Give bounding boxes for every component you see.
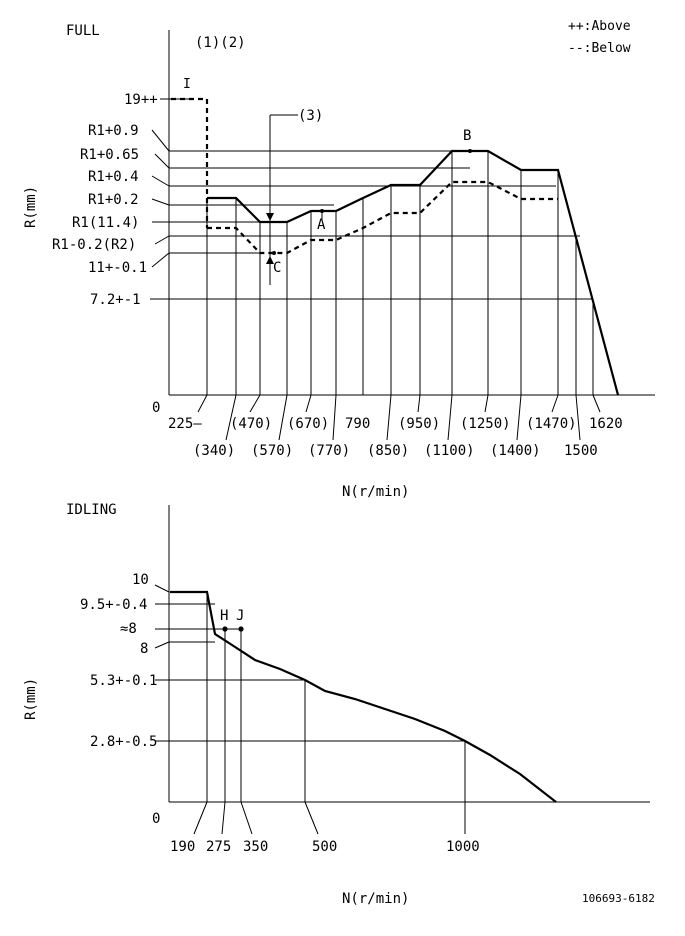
- svg-text:(1100): (1100): [424, 443, 475, 459]
- idling-origin: 0: [152, 811, 160, 827]
- svg-text:(950): (950): [398, 416, 440, 432]
- point-h-label: H: [220, 608, 228, 624]
- svg-text:R1+0.65: R1+0.65: [80, 147, 139, 163]
- full-tick-leaders: [197, 394, 601, 441]
- idling-y-axis-label: R(mm): [23, 678, 39, 720]
- point-c-arrow: [266, 256, 274, 264]
- svg-text:790: 790: [345, 416, 370, 432]
- svg-text:(1400): (1400): [490, 443, 541, 459]
- point-a-label: A: [317, 217, 326, 233]
- svg-text:350: 350: [243, 839, 268, 855]
- full-dashed-top-segment: [171, 97, 209, 228]
- svg-text:500: 500: [312, 839, 337, 855]
- full-marker-i: I: [183, 77, 191, 92]
- point-h-dot: [222, 626, 228, 632]
- svg-text:7.2+-1: 7.2+-1: [90, 292, 141, 308]
- callout3-arrow: [266, 213, 274, 221]
- svg-text:(770): (770): [308, 443, 350, 459]
- svg-text:225—: 225—: [168, 416, 202, 432]
- point-c-label: C: [273, 260, 281, 276]
- svg-text:190: 190: [170, 839, 195, 855]
- full-notes: (1)(2): [195, 35, 246, 51]
- idling-curve: [170, 590, 557, 803]
- svg-text:(1250): (1250): [460, 416, 511, 432]
- idling-x-labels: 190 275 350 500 1000: [170, 839, 480, 855]
- svg-text:9.5+-0.4: 9.5+-0.4: [80, 597, 147, 613]
- svg-text:R1(11.4): R1(11.4): [72, 215, 139, 231]
- point-c-dot: [272, 251, 276, 255]
- full-reference-lines: [169, 98, 593, 300]
- svg-text:11+-0.1: 11+-0.1: [88, 260, 147, 276]
- full-y-axis-label: R(mm): [23, 186, 39, 228]
- svg-text:1500: 1500: [564, 443, 598, 459]
- full-x-axis-label: N(r/min): [342, 484, 409, 500]
- full-origin: 0: [152, 400, 160, 416]
- idling-chart: IDLING 0: [23, 502, 650, 907]
- point-b-label: B: [463, 128, 471, 144]
- svg-text:1000: 1000: [446, 839, 480, 855]
- svg-text:R1+0.4: R1+0.4: [88, 169, 139, 185]
- svg-text:(340): (340): [193, 443, 235, 459]
- svg-text:R1+0.9: R1+0.9: [88, 123, 139, 139]
- svg-text:R1-0.2(R2): R1-0.2(R2): [52, 237, 136, 253]
- legend-below: --:Below: [568, 41, 631, 56]
- svg-text:(670): (670): [287, 416, 329, 432]
- svg-text:1620: 1620: [589, 416, 623, 432]
- full-y-labels: 19++ R1+0.9 R1+0.65 R1+0.4 R1+0.2 R1(11.…: [52, 92, 158, 308]
- svg-text:275: 275: [206, 839, 231, 855]
- svg-text:≈8: ≈8: [120, 621, 137, 637]
- svg-text:2.8+-0.5: 2.8+-0.5: [90, 734, 157, 750]
- legend-above: ++:Above: [568, 19, 631, 34]
- svg-text:(470): (470): [230, 416, 272, 432]
- svg-text:5.3+-0.1: 5.3+-0.1: [90, 673, 157, 689]
- idling-x-axis-label: N(r/min): [342, 891, 409, 907]
- svg-text:10: 10: [132, 572, 149, 588]
- drawing-number: 106693-6182: [582, 892, 655, 905]
- idling-vertical-lines: [206, 592, 466, 802]
- svg-text:R1+0.2: R1+0.2: [88, 192, 139, 208]
- svg-text:(1470): (1470): [526, 416, 577, 432]
- point-j-label: J: [236, 608, 244, 624]
- full-above-curve: [207, 149, 620, 396]
- idling-title: IDLING: [66, 502, 117, 518]
- idling-y-labels: 10 9.5+-0.4 ≈8 8 5.3+-0.1 2.8+-0.5: [80, 572, 157, 750]
- full-below-curve: [207, 180, 558, 255]
- full-vertical-lines: [206, 151, 594, 395]
- idling-label-leaders: [154, 584, 170, 742]
- full-title: FULL: [66, 23, 100, 39]
- idling-tick-leaders: [193, 801, 466, 835]
- svg-text:8: 8: [140, 641, 148, 657]
- point-j-dot: [238, 626, 244, 632]
- svg-text:(850): (850): [367, 443, 409, 459]
- callout3-text: (3): [298, 108, 323, 124]
- svg-text:(570): (570): [251, 443, 293, 459]
- full-chart: FULL (1)(2) ++:Above --:Below 0: [23, 19, 655, 500]
- full-label-leaders: [150, 98, 170, 300]
- point-b-dot: [468, 149, 472, 153]
- svg-text:19++: 19++: [124, 92, 158, 108]
- full-x-labels: 225— (470) (670) 790 (950) (1250) (1470)…: [168, 416, 623, 459]
